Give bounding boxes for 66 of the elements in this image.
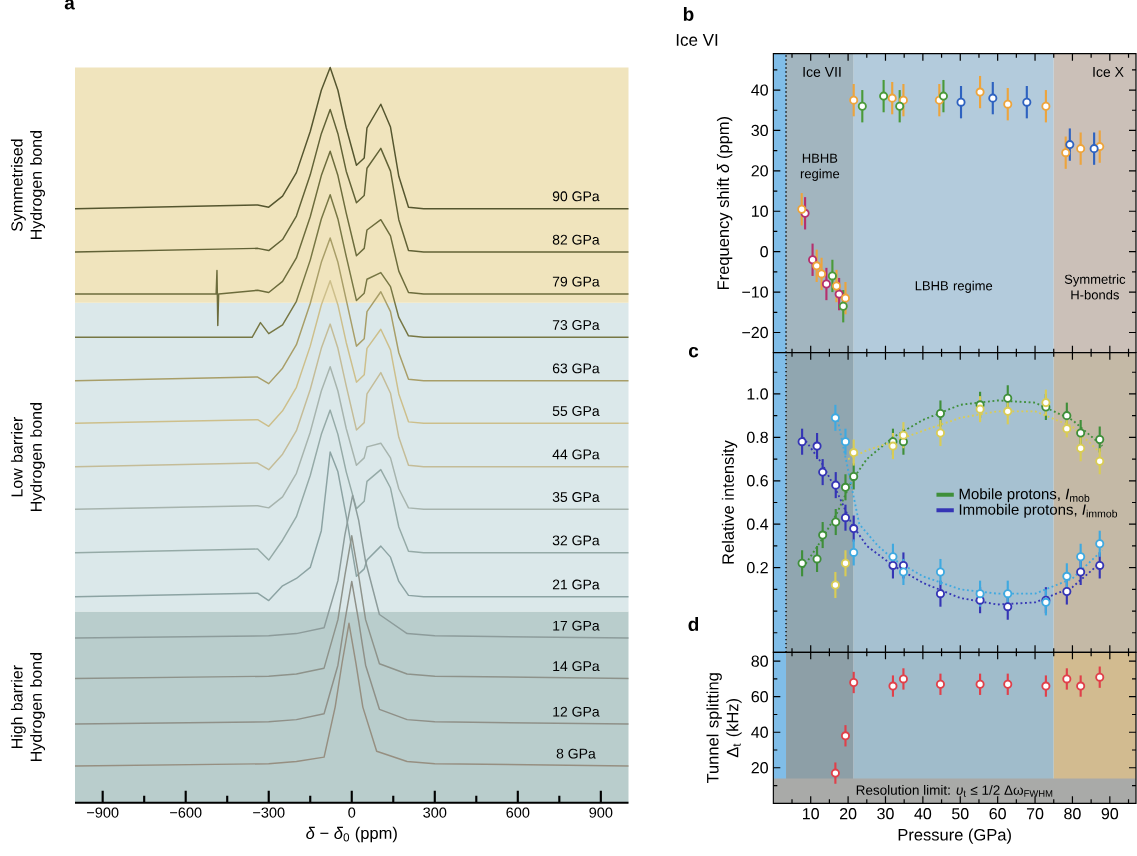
series-label: 44 GPa [552,449,600,460]
series-label: 63 GPa [552,363,600,374]
band-label: High barrier Hydrogen bond [10,653,46,761]
annotation: Ice VII [803,67,841,77]
band-label: Symmetrised Hydrogen bond [10,131,46,239]
x-tick-label: 10 [803,808,819,820]
x-tick-label: 60 [989,808,1006,820]
x-tick-label: 20 [839,808,857,820]
x-tick-label: 70 [1026,808,1044,820]
chart-title: c [688,346,699,358]
y-tick-label: 30 [751,124,768,137]
series-label: 73 GPa [552,320,600,330]
x-axis-title: δ − δ$_{0}$ (ppm) [306,826,397,843]
x-tick-label: 900 [589,807,613,818]
x-tick-label: −300 [253,807,285,818]
band-label: Resolution limit: υ$_{t}$ ≤ 1/2 Δω$_{FWHM}$ [856,784,1053,797]
series-label: 32 GPa [552,535,600,546]
series-label: 12 GPa [553,706,600,717]
x-tick-label: 80 [1064,808,1081,820]
x-tick-label: 30 [877,808,894,820]
legend-label: Mobile protons, I$_{mob}$ [959,488,1090,503]
band-label: HBHB regime [800,153,840,181]
series-label: 17 GPa [553,620,600,631]
y-axis-title: Frequency shift δ (ppm) [716,117,733,290]
y-tick-label: 0.2 [746,561,768,574]
annotation: Ice X [1093,67,1124,77]
x-tick-label: 40 [914,808,932,820]
y-tick-label: 40 [751,726,768,738]
text: Ice VI [676,34,718,46]
legend-label: Immobile protons, I$_{immob}$ [959,503,1118,518]
x-axis-title: Pressure (GPa) [898,828,1011,844]
y-tick-label: −20 [742,326,768,339]
x-tick-label: 90 [1101,808,1119,820]
x-tick-label: 600 [506,807,530,818]
series-label: 8 GPa [556,748,596,759]
x-tick-label: 0 [348,807,356,818]
series-label: 35 GPa [552,492,600,502]
y-tick-label: 0.8 [746,431,768,444]
y-tick-label: 80 [751,655,768,667]
series-label: 21 GPa [552,579,600,590]
chart-title: a [64,0,75,10]
series-label: 82 GPa [552,234,600,245]
y-tick-label: 10 [752,205,768,217]
y-axis-title: Relative intensity [721,440,738,564]
series-label: 14 GPa [553,661,600,672]
series-label: 90 GPa [552,191,600,202]
y-tick-label: 0 [760,246,768,258]
x-tick-label: 300 [423,807,447,818]
x-tick-label: −900 [87,807,119,818]
y-tick-label: 1.0 [747,388,768,400]
y-tick-label: 60 [751,691,768,703]
band-label: Symmetric H-bonds [1064,274,1126,300]
chart-title: b [683,7,694,21]
x-tick-label: −600 [170,807,202,818]
band-label: LBHB regime [915,280,993,293]
y-tick-label: 40 [751,84,768,96]
y-tick-label: 0.4 [746,518,769,530]
chart-title: d [688,617,699,632]
y-tick-label: 20 [751,165,768,177]
x-tick-label: 50 [952,808,969,820]
band-label: Low barrier Hydrogen bond [10,403,46,511]
y-tick-label: 0.6 [746,475,768,487]
series-label: 79 GPa [552,276,600,287]
y-tick-label: 20 [751,762,768,774]
series-label: 55 GPa [552,406,600,416]
y-tick-label: −10 [742,286,768,298]
